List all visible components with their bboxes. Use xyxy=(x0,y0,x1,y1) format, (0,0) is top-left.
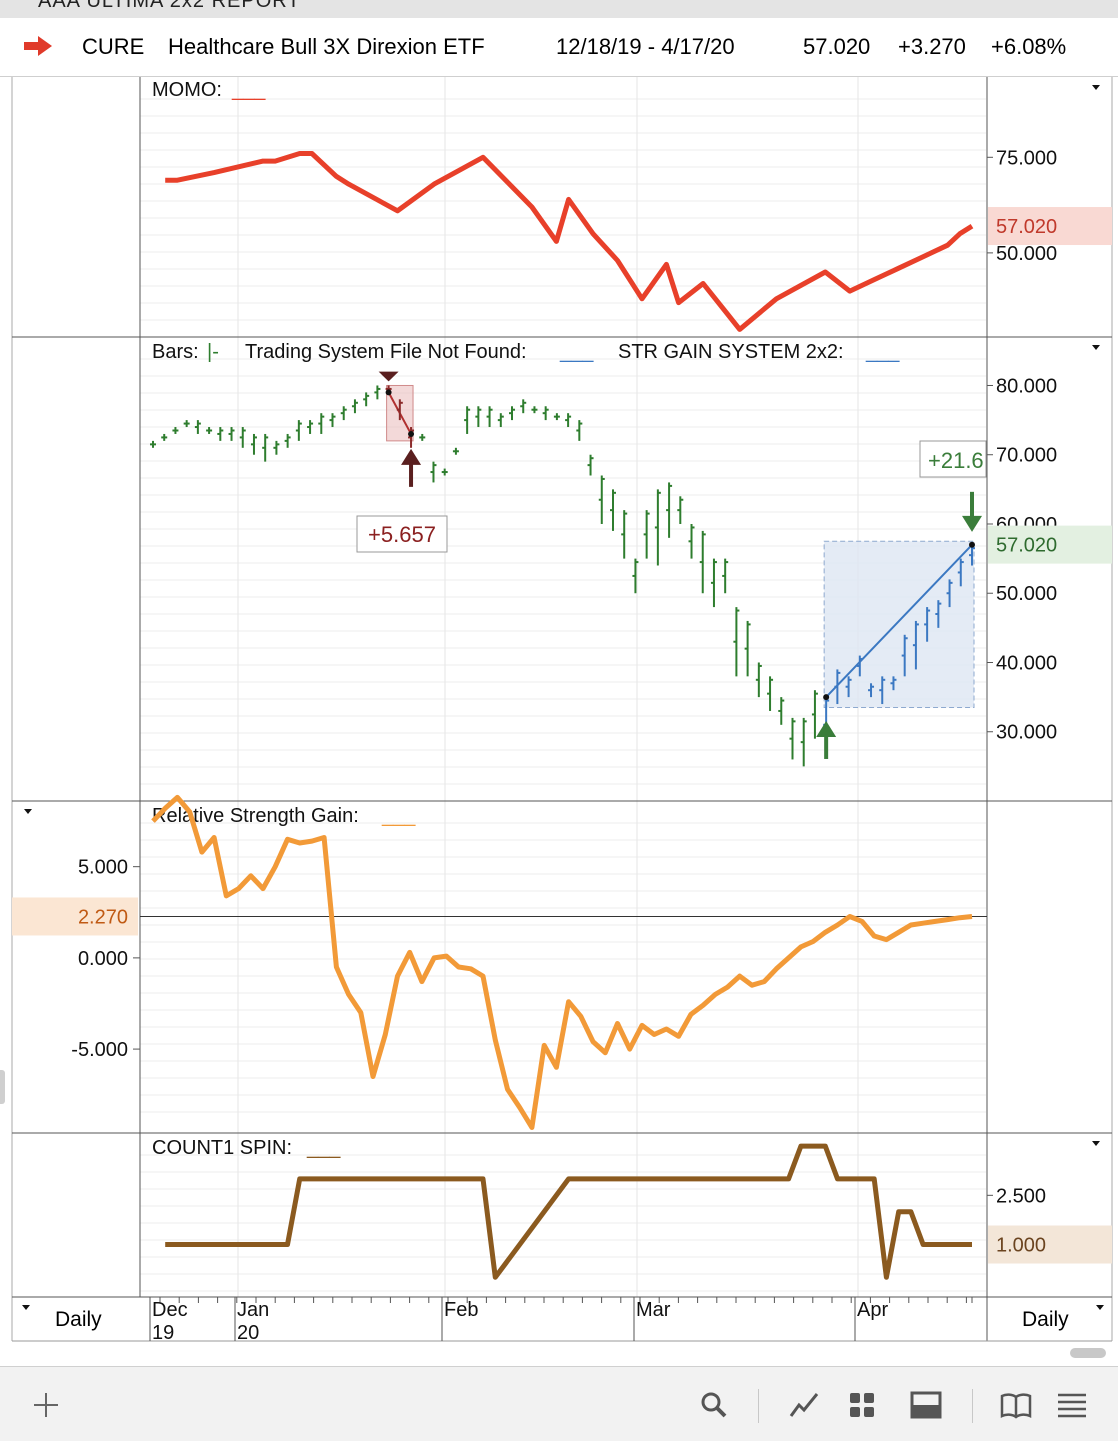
trade-gain-box xyxy=(919,440,987,478)
y-tick-label: 2.500 xyxy=(996,1185,1046,1207)
chart-area[interactable]: 75.00050.00080.00070.00060.00050.00040.0… xyxy=(0,0,1118,1366)
count1-line xyxy=(165,1143,972,1280)
sell-signal-icon xyxy=(378,371,399,382)
symbol-header: CURE Healthcare Bull 3X Direxion ETF 12/… xyxy=(0,18,1118,77)
security-name: Healthcare Bull 3X Direxion ETF xyxy=(168,34,485,59)
x-month-label: Jan xyxy=(237,1299,269,1321)
panel-dropdown-icon[interactable] xyxy=(1092,1141,1100,1146)
y-tick-label: 50.000 xyxy=(996,583,1057,605)
last-value-label: 2.270 xyxy=(78,906,128,928)
x-month-label: Feb xyxy=(444,1299,478,1321)
price-change: +3.270 xyxy=(898,34,966,59)
grid-icon[interactable] xyxy=(844,1387,880,1423)
horizontal-scrollbar[interactable] xyxy=(1070,1348,1106,1358)
symbol[interactable]: CURE xyxy=(82,34,145,59)
last-value-label: 57.020 xyxy=(996,216,1057,238)
period-left-dropdown-icon[interactable] xyxy=(22,1305,30,1310)
y-tick-label: -5.000 xyxy=(71,1039,128,1061)
last-value-label: 57.020 xyxy=(996,535,1057,557)
x-year-label: 20 xyxy=(237,1322,259,1344)
last-value-box xyxy=(988,1225,1112,1264)
percent-change: +6.08% xyxy=(991,34,1067,59)
period-left[interactable]: Daily xyxy=(55,1308,102,1331)
str-gain-line: ___ xyxy=(865,341,900,363)
y-tick-label: 5.000 xyxy=(78,857,128,879)
book-icon[interactable] xyxy=(998,1387,1034,1423)
last-value-box xyxy=(988,207,1112,246)
count1-title: COUNT1 SPIN: xyxy=(152,1137,292,1159)
date-range: 12/18/19 - 4/17/20 xyxy=(556,34,735,59)
toolbar-separator xyxy=(972,1389,973,1423)
count1-title-line: ___ xyxy=(306,1137,341,1159)
trade-gain-box xyxy=(356,515,448,553)
exit-signal-icon xyxy=(962,515,982,532)
window-title: AAA ULTIMA 2x2 REPORT xyxy=(38,0,301,12)
list-icon[interactable] xyxy=(1054,1387,1090,1423)
y-tick-label: 75.000 xyxy=(996,147,1057,169)
search-icon[interactable] xyxy=(696,1387,732,1423)
panel-dropdown-icon[interactable] xyxy=(1092,85,1100,90)
last-value-box xyxy=(12,897,138,936)
rs-gain-title: Relative Strength Gain: xyxy=(152,805,359,827)
bars-title-mark: |- xyxy=(207,341,219,363)
winning-trade-line xyxy=(825,544,973,698)
entry-point xyxy=(823,694,830,701)
y-tick-label: 80.000 xyxy=(996,375,1057,397)
x-month-label: Mar xyxy=(636,1299,671,1321)
y-tick-label: 70.000 xyxy=(996,445,1057,467)
y-tick-label: 0.000 xyxy=(78,948,128,970)
period-right-dropdown-icon[interactable] xyxy=(1096,1305,1104,1310)
trade-gain-label: +21.6 xyxy=(928,448,984,473)
line-chart-icon[interactable] xyxy=(786,1387,822,1423)
exit-point xyxy=(969,541,975,548)
period-right[interactable]: Daily xyxy=(1022,1308,1069,1331)
x-month-label: Apr xyxy=(857,1299,888,1321)
rs-gain-line xyxy=(151,794,973,1130)
entry-point xyxy=(385,389,392,396)
up-arrow-icon xyxy=(401,448,422,465)
rs-gain-title-line: ___ xyxy=(381,805,416,827)
buy-signal-icon xyxy=(816,720,837,737)
add-icon[interactable] xyxy=(28,1387,64,1423)
side-panel-handle[interactable] xyxy=(0,1070,5,1104)
last-value-box xyxy=(988,525,1112,564)
momo-line xyxy=(165,151,974,332)
y-tick-label: 40.000 xyxy=(996,652,1057,674)
momo-title-line: ___ xyxy=(231,79,266,101)
trading-system-title: Trading System File Not Found: xyxy=(245,341,527,363)
panel-dropdown-icon[interactable] xyxy=(24,809,32,814)
x-month-label: Dec xyxy=(152,1299,188,1321)
bottom-toolbar xyxy=(0,1366,1118,1441)
y-tick-label: 30.000 xyxy=(996,722,1057,744)
x-year-label: 19 xyxy=(152,1322,174,1344)
str-gain-title: STR GAIN SYSTEM 2x2: xyxy=(618,341,844,363)
exit-point xyxy=(408,430,415,437)
y-tick-label: 50.000 xyxy=(996,243,1057,265)
momo-title: MOMO: xyxy=(152,79,222,101)
trading-system-line: ___ xyxy=(559,341,594,363)
last-value-label: 1.000 xyxy=(996,1235,1046,1257)
red-right-arrow-icon[interactable] xyxy=(20,34,56,58)
layout-icon[interactable] xyxy=(908,1387,944,1423)
panel-dropdown-icon[interactable] xyxy=(1092,345,1100,350)
trade-gain-label: +5.657 xyxy=(368,522,436,547)
toolbar-separator xyxy=(758,1389,759,1423)
last-price: 57.020 xyxy=(803,34,871,59)
bars-title: Bars: xyxy=(152,341,199,363)
